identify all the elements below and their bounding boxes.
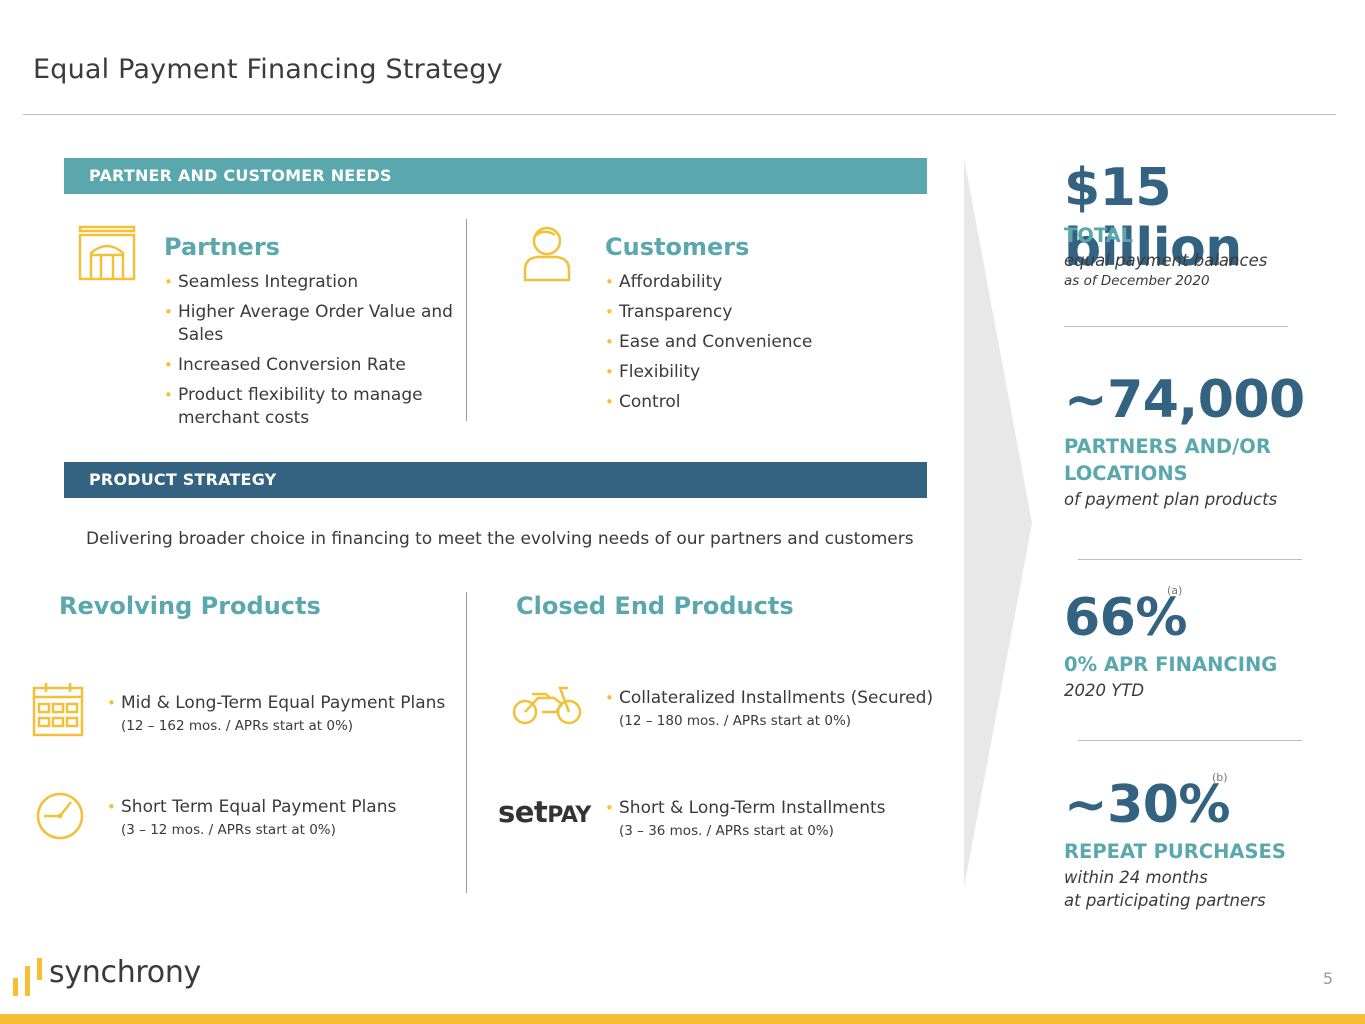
stat-partners-desc: of payment plan products (1064, 490, 1278, 509)
stat-balances-label: TOTAL (1064, 224, 1134, 247)
list-item: Transparency (605, 301, 905, 324)
calendar-icon (32, 682, 84, 741)
closed-end-item-1: Collateralized Installments (Secured) (605, 687, 933, 709)
stat-partners-label-1: PARTNERS AND/OR (1064, 435, 1271, 458)
closed-end-heading: Closed End Products (516, 592, 794, 620)
stat-apr-footnote: (a) (1167, 584, 1183, 597)
title-divider (23, 114, 1336, 115)
list-item: Higher Average Order Value and Sales (164, 301, 464, 347)
list-item: Flexibility (605, 361, 905, 384)
stat-apr-value: 66% (1064, 588, 1187, 648)
footer-bar (0, 1014, 1365, 1024)
person-icon (522, 224, 572, 286)
customers-heading: Customers (605, 233, 750, 261)
synchrony-logo-mark (13, 958, 45, 1002)
chevron-arrow (962, 158, 1034, 892)
stat-repeat-label: REPEAT PURCHASES (1064, 840, 1286, 863)
closed-end-item-2-terms: (3 – 36 mos. / APRs start at 0%) (619, 823, 834, 839)
list-item: Increased Conversion Rate (164, 354, 464, 377)
closed-end-item-2: Short & Long-Term Installments (605, 797, 886, 819)
page-title: Equal Payment Financing Strategy (33, 54, 503, 85)
stat-apr-desc: 2020 YTD (1064, 681, 1145, 700)
revolving-item-1-terms: (12 – 162 mos. / APRs start at 0%) (121, 718, 354, 734)
column-divider (466, 592, 467, 893)
strategy-section-bar: PRODUCT STRATEGY (64, 462, 927, 498)
stat-divider (1078, 740, 1302, 741)
stat-repeat-desc-1: within 24 months (1064, 868, 1208, 887)
setpay-logo-set: set (498, 795, 548, 829)
column-divider (466, 219, 467, 421)
stat-balances-value: $15 billion (1064, 158, 1242, 278)
list-item: Control (605, 391, 905, 414)
stat-partners-value: ~74,000 (1064, 370, 1305, 430)
revolving-heading: Revolving Products (59, 592, 321, 620)
revolving-item-1: Mid & Long-Term Equal Payment Plans (107, 692, 445, 714)
stat-apr-label: 0% APR FINANCING (1064, 653, 1278, 676)
stat-repeat-desc-2: at participating partners (1064, 891, 1266, 910)
stat-balances-note: as of December 2020 (1064, 273, 1210, 289)
revolving-item-2: Short Term Equal Payment Plans (107, 796, 396, 818)
page-number: 5 (1322, 969, 1333, 988)
stat-repeat-value: ~30% (1064, 775, 1231, 835)
list-item: Seamless Integration (164, 271, 464, 294)
strategy-text: Delivering broader choice in financing t… (86, 529, 914, 549)
setpay-logo-pay: PAY (547, 803, 591, 828)
closed-end-item-1-terms: (12 – 180 mos. / APRs start at 0%) (619, 713, 852, 729)
stat-partners-label-2: LOCATIONS (1064, 462, 1188, 485)
synchrony-logo: synchrony (49, 955, 202, 990)
revolving-item-2-terms: (3 – 12 mos. / APRs start at 0%) (121, 822, 336, 838)
setpay-logo: setPAY (498, 795, 591, 829)
stat-balances-desc: equal payment balances (1064, 251, 1268, 270)
customers-list: Affordability Transparency Ease and Conv… (605, 271, 905, 414)
list-item: Affordability (605, 271, 905, 294)
stat-divider (1078, 559, 1302, 560)
storefront-icon (77, 225, 137, 285)
needs-section-bar: PARTNER AND CUSTOMER NEEDS (64, 158, 927, 194)
partners-list: Seamless Integration Higher Average Orde… (164, 271, 464, 430)
list-item: Product flexibility to manage merchant c… (164, 384, 464, 430)
list-item: Ease and Convenience (605, 331, 905, 354)
stat-divider (1064, 326, 1288, 327)
clock-icon (35, 791, 85, 845)
partners-heading: Partners (164, 233, 280, 261)
motorcycle-icon (512, 680, 582, 730)
stat-repeat-footnote: (b) (1212, 771, 1228, 784)
